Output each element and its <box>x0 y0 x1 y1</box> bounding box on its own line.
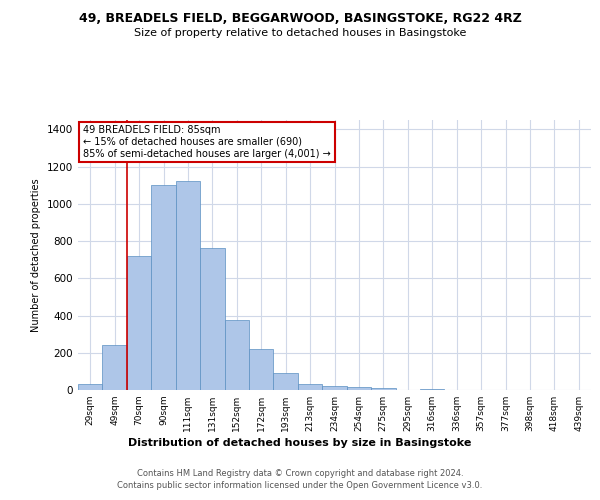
Text: 49 BREADELS FIELD: 85sqm
← 15% of detached houses are smaller (690)
85% of semi-: 49 BREADELS FIELD: 85sqm ← 15% of detach… <box>83 126 331 158</box>
Text: Distribution of detached houses by size in Basingstoke: Distribution of detached houses by size … <box>128 438 472 448</box>
Bar <box>347 386 371 390</box>
Bar <box>78 384 103 390</box>
Bar <box>298 384 322 390</box>
Bar <box>151 185 176 390</box>
Bar <box>176 182 200 390</box>
Bar <box>224 320 249 390</box>
Text: 49, BREADELS FIELD, BEGGARWOOD, BASINGSTOKE, RG22 4RZ: 49, BREADELS FIELD, BEGGARWOOD, BASINGST… <box>79 12 521 26</box>
Bar <box>420 388 445 390</box>
Bar <box>371 388 395 390</box>
Bar <box>127 256 151 390</box>
Bar <box>322 386 347 390</box>
Y-axis label: Number of detached properties: Number of detached properties <box>31 178 41 332</box>
Bar <box>249 349 274 390</box>
Text: Contains public sector information licensed under the Open Government Licence v3: Contains public sector information licen… <box>118 481 482 490</box>
Bar <box>103 346 127 390</box>
Text: Size of property relative to detached houses in Basingstoke: Size of property relative to detached ho… <box>134 28 466 38</box>
Bar <box>200 248 224 390</box>
Bar <box>274 373 298 390</box>
Text: Contains HM Land Registry data © Crown copyright and database right 2024.: Contains HM Land Registry data © Crown c… <box>137 469 463 478</box>
